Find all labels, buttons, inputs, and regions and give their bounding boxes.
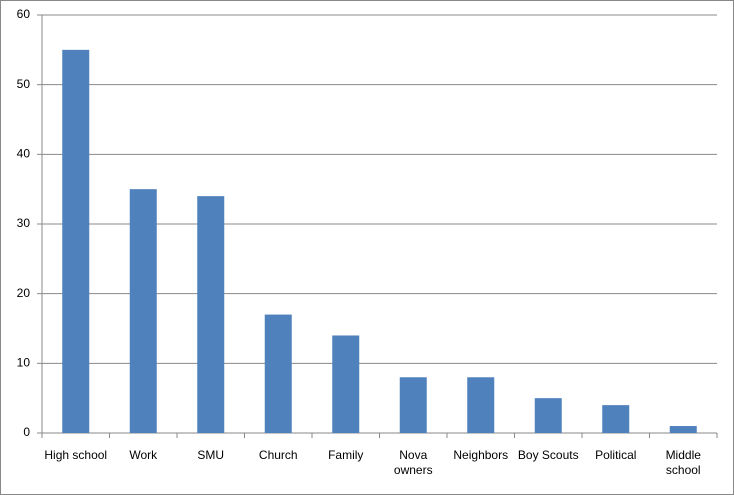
x-tick-label: Boy Scouts (517, 448, 579, 462)
y-tick-label: 30 (17, 216, 31, 230)
x-tick-label: Nova owners (393, 448, 433, 477)
y-tick-label: 40 (17, 147, 31, 161)
bar (62, 49, 90, 433)
bar (332, 335, 360, 433)
bar (467, 377, 495, 433)
y-tick-label: 0 (23, 425, 30, 439)
y-tick-label: 20 (17, 286, 31, 300)
x-tick-label: Church (258, 448, 298, 462)
bar (264, 314, 292, 433)
x-tick-label: Middle school (665, 448, 701, 477)
bar (669, 426, 697, 433)
bar (534, 398, 562, 433)
bar (197, 196, 225, 433)
y-tick-label: 60 (17, 7, 31, 21)
x-tick-label: Neighbors (453, 448, 509, 462)
bar (602, 405, 630, 433)
x-tick-label: High school (44, 448, 108, 462)
bar (129, 189, 157, 433)
y-tick-label: 10 (17, 356, 31, 370)
x-tick-label: Work (129, 448, 158, 462)
bar (399, 377, 427, 433)
x-tick-label: Family (328, 448, 364, 462)
x-tick-label: SMU (197, 448, 225, 462)
x-tick-label: Political (595, 448, 637, 462)
y-tick-label: 50 (17, 77, 31, 91)
